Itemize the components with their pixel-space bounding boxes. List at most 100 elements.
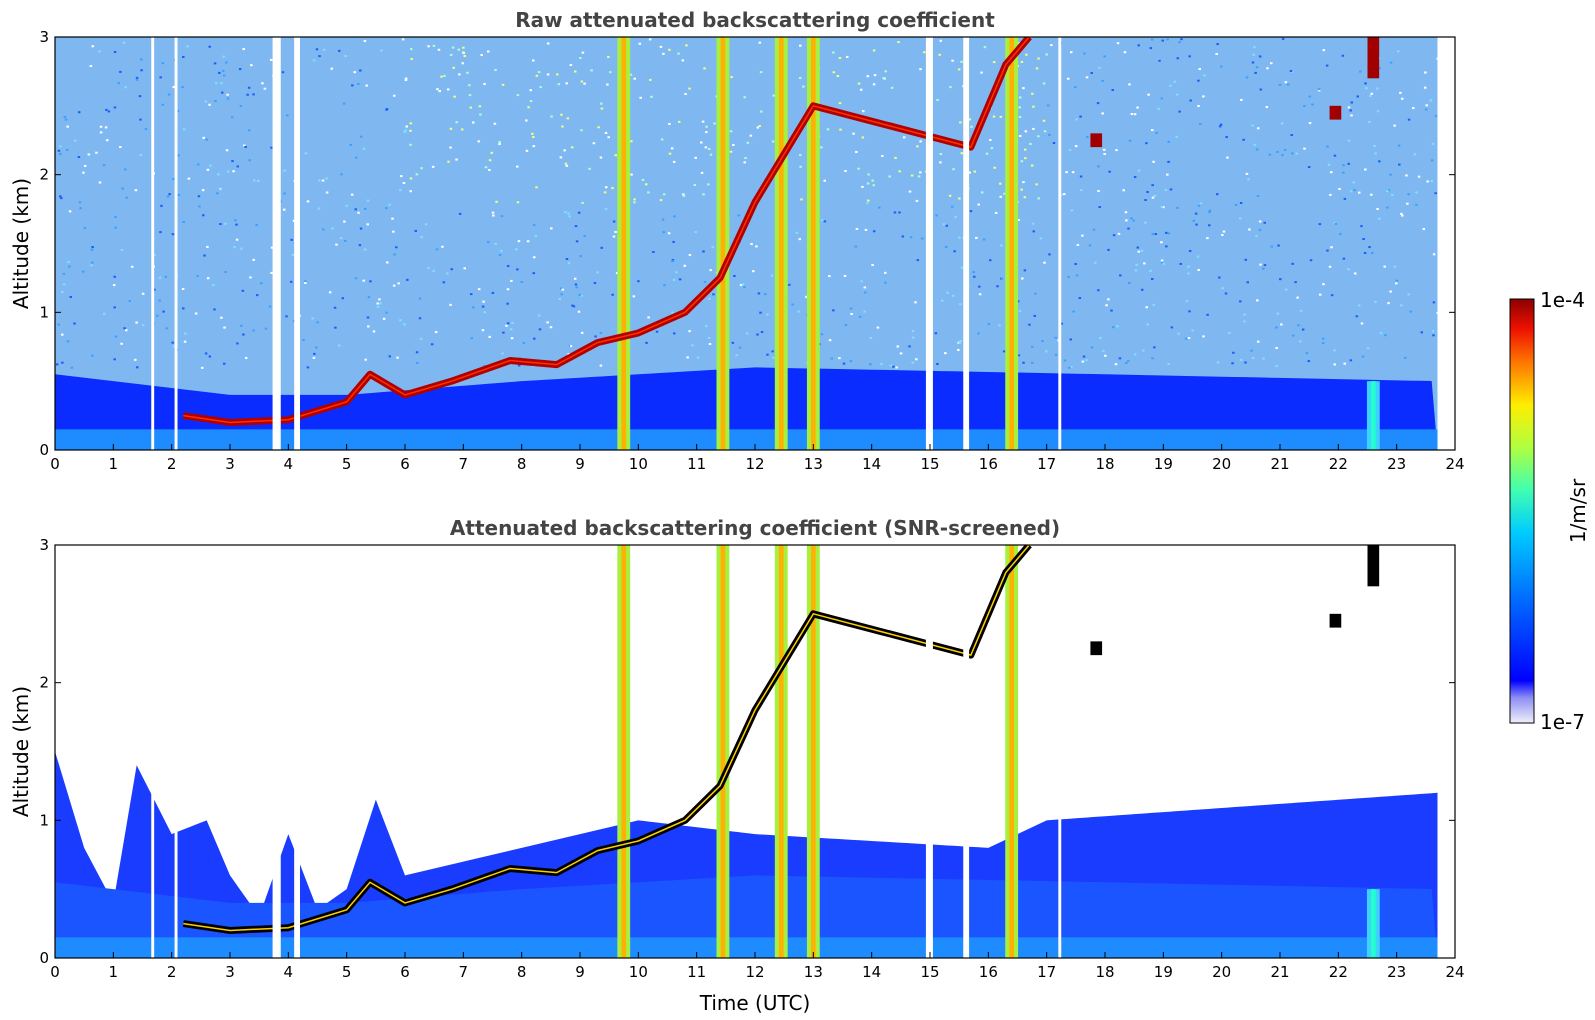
speckle: [1125, 219, 1128, 222]
speckle: [857, 82, 861, 85]
speckle: [162, 310, 165, 313]
speckle: [1043, 130, 1047, 133]
speckle: [1378, 217, 1381, 220]
speckle: [888, 175, 891, 178]
speckle: [1124, 211, 1128, 214]
speckle: [315, 346, 318, 349]
speckle: [1333, 349, 1336, 352]
speckle: [391, 217, 394, 220]
speckle: [668, 48, 671, 51]
speckle: [1376, 87, 1379, 90]
speckle: [684, 93, 687, 96]
speckle: [694, 156, 697, 159]
speckle: [1401, 214, 1404, 217]
speckle: [302, 339, 305, 342]
speckle: [864, 228, 868, 231]
speckle: [843, 274, 847, 277]
speckle: [594, 335, 597, 338]
surface-layer: [55, 429, 1438, 450]
speckle: [583, 82, 586, 85]
speckle: [1178, 41, 1181, 44]
speckle: [218, 71, 221, 74]
speckle: [563, 149, 566, 152]
speckle: [409, 143, 412, 146]
speckle: [1303, 147, 1306, 150]
speckle: [663, 193, 666, 196]
x-tick-label: 0: [50, 963, 60, 981]
speckle: [134, 358, 137, 361]
speckle: [1028, 323, 1031, 326]
speckle: [1397, 50, 1400, 53]
speckle: [832, 71, 836, 74]
x-tick-label: 1: [109, 455, 119, 473]
speckle: [1177, 332, 1180, 335]
speckle: [938, 53, 941, 56]
speckle: [362, 147, 366, 150]
speckle: [452, 66, 455, 69]
speckle: [64, 118, 68, 121]
x-tick-label: 1: [109, 963, 119, 981]
speckle: [1130, 217, 1133, 220]
speckle: [532, 145, 536, 148]
speckle: [1256, 127, 1260, 130]
speckle: [121, 187, 124, 190]
precipitation-core: [1371, 381, 1376, 450]
speckle: [399, 175, 403, 178]
speckle: [1378, 160, 1381, 163]
speckle: [1364, 168, 1367, 171]
speckle: [600, 246, 603, 249]
speckle: [1000, 244, 1003, 247]
speckle: [980, 71, 983, 74]
speckle: [898, 211, 901, 214]
speckle: [367, 325, 370, 328]
speckle: [1400, 212, 1403, 215]
speckle: [1409, 310, 1412, 313]
speckle: [1369, 94, 1372, 97]
speckle: [516, 268, 519, 271]
speckle: [1203, 74, 1206, 77]
speckle: [1031, 222, 1035, 225]
speckle: [1308, 95, 1311, 98]
speckle: [1140, 249, 1144, 252]
speckle: [399, 319, 402, 322]
speckle: [1017, 42, 1021, 45]
x-tick-label: 22: [1329, 455, 1348, 473]
speckle: [61, 361, 64, 364]
speckle: [1000, 277, 1004, 280]
speckle: [983, 46, 987, 49]
speckle: [1167, 232, 1170, 235]
speckle: [1326, 249, 1329, 252]
speckle: [1342, 257, 1346, 260]
speckle: [1412, 107, 1415, 110]
speckle: [1144, 221, 1147, 224]
speckle: [1097, 190, 1100, 193]
speckle: [432, 269, 435, 272]
speckle: [596, 271, 599, 274]
speckle: [153, 288, 156, 291]
speckle: [655, 330, 659, 333]
speckle: [1115, 149, 1118, 152]
speckle: [1170, 326, 1174, 329]
speckle: [713, 122, 716, 125]
speckle: [424, 223, 428, 226]
speckle: [746, 141, 750, 144]
speckle: [878, 206, 881, 209]
speckle: [1254, 71, 1257, 74]
speckle: [561, 288, 565, 291]
speckle: [90, 264, 93, 267]
speckle: [957, 348, 960, 351]
speckle: [670, 147, 674, 150]
speckle: [1188, 310, 1191, 313]
speckle: [1137, 250, 1141, 253]
speckle: [894, 156, 897, 159]
speckle: [397, 282, 400, 285]
speckle: [1052, 142, 1056, 145]
panel2-plot-area: [55, 545, 1455, 958]
speckle: [861, 136, 865, 139]
speckle: [482, 300, 485, 303]
speckle: [745, 332, 749, 335]
speckle: [1289, 69, 1293, 72]
speckle: [564, 162, 568, 165]
speckle: [614, 154, 617, 157]
speckle: [1162, 206, 1165, 209]
